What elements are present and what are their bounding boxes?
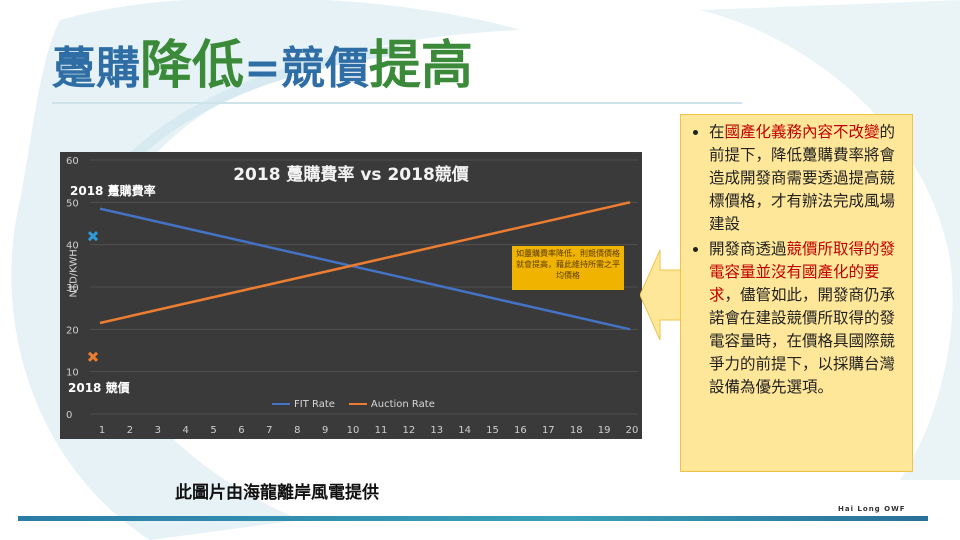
left-arrow-icon <box>640 250 684 340</box>
title-part2: 降低 <box>140 36 245 96</box>
title-underline <box>52 102 742 104</box>
marker-label-fit: 2018 躉購費率 <box>70 184 156 198</box>
x-tick-label: 15 <box>486 425 499 436</box>
image-caption: 此圖片由海龍離岸風電提供 <box>175 483 379 503</box>
x-tick-label: 11 <box>375 425 388 436</box>
company-logo: Hai Long OWF <box>838 505 906 513</box>
x-tick-label: 4 <box>182 425 188 436</box>
y-tick-label: 50 <box>66 198 79 209</box>
x-tick-label: 2 <box>127 425 133 436</box>
title-part3: =競價 <box>244 43 369 94</box>
chart-annotation: 如躉購費率降低，則競價價格就會提高，藉此維持所需之平均價格 <box>512 246 624 290</box>
x-tick-label: 19 <box>598 425 611 436</box>
x-tick-label: 13 <box>430 425 443 436</box>
x-tick-label: 9 <box>322 425 328 436</box>
title-part1: 躉購 <box>52 43 140 94</box>
x-tick-label: 1 <box>99 425 105 436</box>
x-tick-label: 7 <box>266 425 272 436</box>
series-line-auction <box>99 201 631 325</box>
x-tick-label: 6 <box>238 425 244 436</box>
legend-fit: FIT Rate <box>272 399 335 410</box>
y-tick-label: 60 <box>66 156 79 167</box>
y-axis-label: NTD/KWH <box>68 249 80 298</box>
marker-label-auction: 2018 競價 <box>68 381 130 395</box>
y-tick-label: 40 <box>66 241 79 252</box>
x-tick-label: 20 <box>626 425 639 436</box>
marker-fit-x <box>87 231 99 242</box>
x-tick-label: 10 <box>347 425 360 436</box>
callout-bullet-1: 在國產化義務內容不改變的前提下，降低躉購費率將會造成開發商需要透過提高競標價格，… <box>709 121 902 236</box>
series-line-fit <box>99 207 631 331</box>
marker-stroke <box>87 351 99 362</box>
y-tick-label: 20 <box>66 325 79 336</box>
x-tick-label: 17 <box>542 425 555 436</box>
chart-title: 2018 躉購費率 vs 2018競價 <box>233 165 469 185</box>
x-tick-label: 18 <box>570 425 583 436</box>
rate-chart: 0 10 20 30 40 50 60 1 2 3 4 5 6 7 8 9 10 11 12 13 14 15 16 17 18… <box>60 152 642 439</box>
chart-legend: FIT Rate Auction Rate <box>272 399 435 410</box>
y-tick-label: 30 <box>66 283 79 294</box>
x-tick-label: 16 <box>514 425 527 436</box>
x-tick-label: 5 <box>210 425 216 436</box>
title-part4: 提高 <box>368 36 473 96</box>
marker-stroke <box>87 231 99 242</box>
callout-box: 在國產化義務內容不改變的前提下，降低躉購費率將會造成開發商需要透過提高競標價格，… <box>680 114 913 472</box>
x-tick-label: 14 <box>458 425 471 436</box>
callout-bullet-2: 開發商透過競價所取得的發電容量並沒有國產化的要求，儘管如此，開發商仍承諾會在建設… <box>709 238 902 399</box>
x-tick-label: 12 <box>402 425 415 436</box>
legend-auction: Auction Rate <box>348 399 435 410</box>
page-title: 躉購降低=競價提高 <box>52 40 473 92</box>
x-tick-label: 8 <box>294 425 300 436</box>
x-tick-label: 3 <box>155 425 161 436</box>
marker-auction-x <box>87 351 99 362</box>
footer-divider <box>18 516 928 521</box>
y-tick-label: 10 <box>66 368 79 379</box>
y-tick-label: 0 <box>66 410 72 421</box>
